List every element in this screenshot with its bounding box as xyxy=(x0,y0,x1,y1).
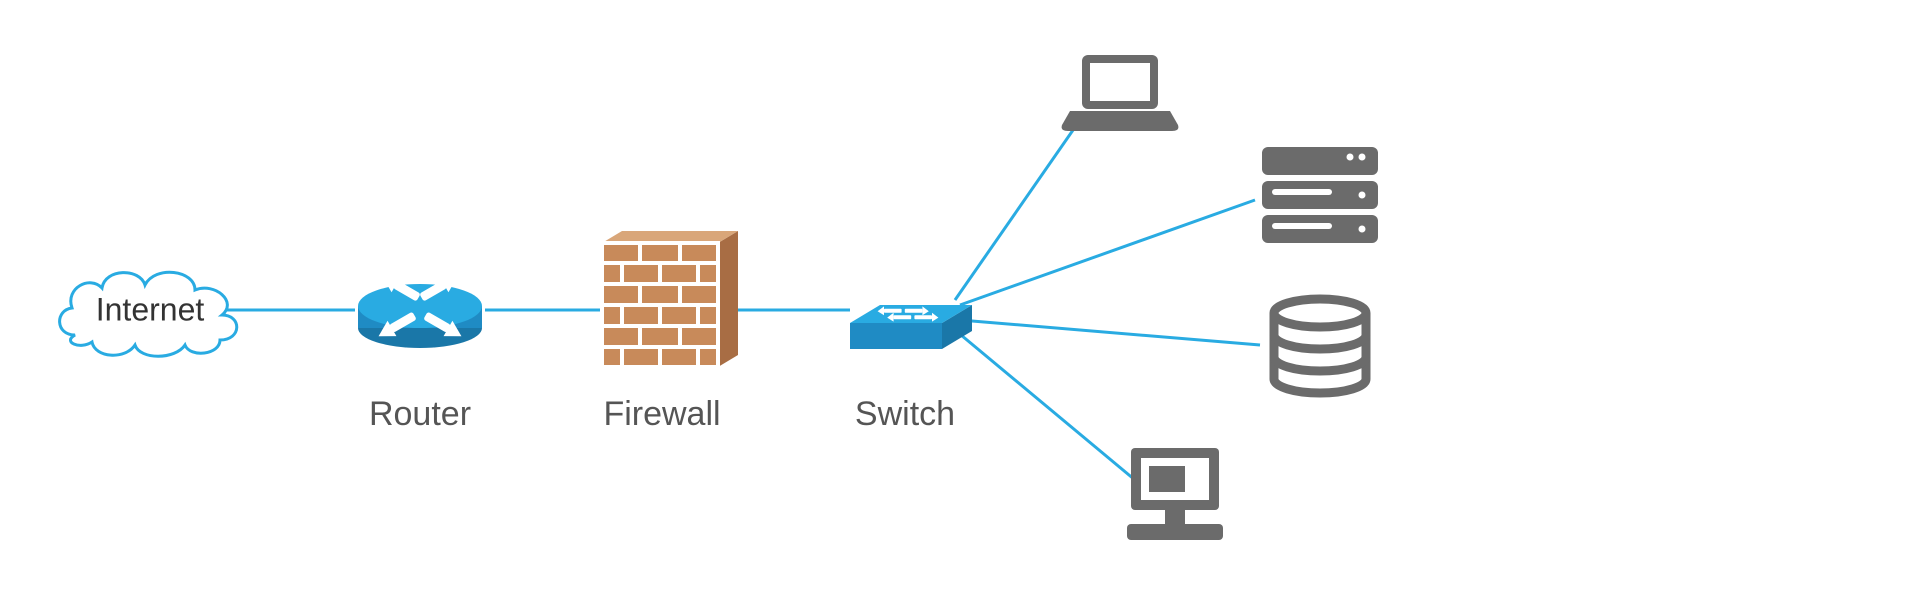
desktop-icon xyxy=(1127,448,1223,540)
link-switch-desktop xyxy=(955,330,1135,480)
router-icon xyxy=(358,270,482,348)
link-switch-laptop xyxy=(955,120,1080,300)
switch-icon xyxy=(850,305,972,349)
internet-label: Internet xyxy=(96,292,205,329)
link-switch-server xyxy=(960,200,1255,305)
link-switch-database xyxy=(960,320,1260,345)
server-icon xyxy=(1262,147,1378,243)
firewall-icon xyxy=(602,231,738,367)
firewall-label: Firewall xyxy=(603,395,720,434)
laptop-icon xyxy=(1062,55,1179,131)
network-diagram xyxy=(0,0,1920,600)
switch-label: Switch xyxy=(855,395,955,434)
database-icon xyxy=(1274,299,1366,393)
router-label: Router xyxy=(369,395,471,434)
